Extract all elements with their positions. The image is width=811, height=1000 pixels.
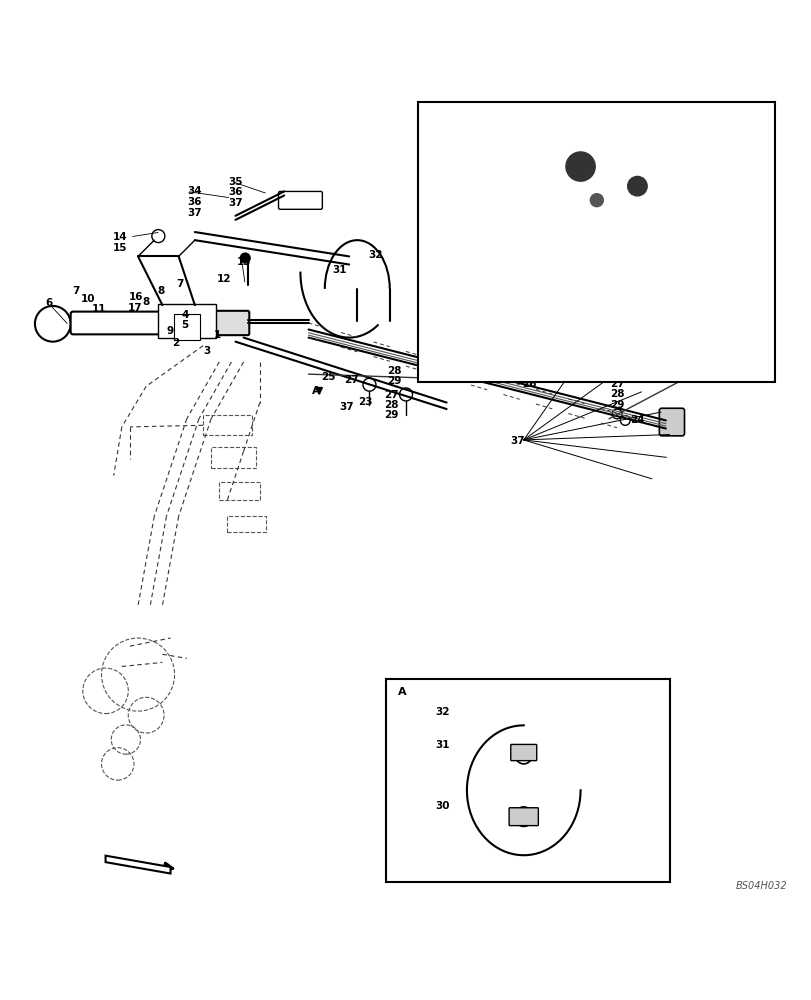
Text: 27: 27: [508, 215, 522, 225]
Text: BS04H032: BS04H032: [735, 881, 787, 891]
Text: 29: 29: [387, 376, 401, 386]
Text: 36: 36: [459, 119, 474, 129]
Text: 32: 32: [368, 250, 383, 260]
Text: 17: 17: [128, 303, 143, 313]
Text: 8: 8: [157, 286, 164, 296]
Bar: [203, 415, 251, 435]
Text: 31: 31: [332, 265, 346, 275]
FancyBboxPatch shape: [157, 304, 216, 338]
Circle shape: [627, 176, 646, 196]
FancyBboxPatch shape: [510, 744, 536, 761]
Text: 7: 7: [176, 279, 184, 289]
Text: 25: 25: [320, 372, 335, 382]
Text: 28: 28: [387, 366, 401, 376]
FancyBboxPatch shape: [385, 679, 669, 882]
Circle shape: [240, 253, 250, 263]
Text: 2: 2: [172, 338, 178, 348]
Text: 37: 37: [187, 208, 202, 218]
Text: 28: 28: [694, 184, 709, 194]
Text: 15: 15: [113, 243, 127, 253]
Text: 11: 11: [92, 304, 106, 314]
Text: 9: 9: [167, 326, 174, 336]
Text: 35: 35: [524, 103, 539, 113]
Text: 12: 12: [217, 274, 231, 284]
FancyBboxPatch shape: [213, 311, 249, 335]
Text: 29: 29: [384, 410, 398, 420]
Text: 27: 27: [344, 375, 358, 385]
Text: 6: 6: [45, 298, 52, 308]
Text: 5: 5: [182, 320, 188, 330]
Text: 29: 29: [694, 201, 709, 211]
Text: 27: 27: [609, 379, 624, 389]
Text: 36: 36: [228, 187, 242, 197]
FancyBboxPatch shape: [508, 808, 538, 826]
Text: 29: 29: [609, 400, 624, 410]
Text: 13: 13: [236, 257, 251, 267]
Bar: [211, 447, 255, 468]
Text: 27: 27: [384, 390, 398, 400]
Text: 30: 30: [435, 801, 449, 811]
Text: 32: 32: [435, 707, 449, 717]
Text: 34: 34: [187, 186, 202, 196]
Polygon shape: [105, 856, 170, 874]
FancyBboxPatch shape: [278, 191, 322, 209]
Bar: [219, 482, 260, 500]
Text: 10: 10: [80, 294, 95, 304]
FancyBboxPatch shape: [174, 314, 200, 340]
Text: 16: 16: [128, 292, 143, 302]
Text: 34: 34: [459, 103, 474, 113]
Text: 37: 37: [524, 136, 539, 146]
FancyBboxPatch shape: [71, 312, 221, 334]
Circle shape: [565, 152, 594, 181]
Text: 24: 24: [629, 415, 644, 425]
Bar: [227, 516, 266, 532]
Text: 24: 24: [427, 215, 441, 225]
Text: 7: 7: [71, 286, 79, 296]
FancyBboxPatch shape: [418, 102, 775, 382]
Text: 37: 37: [339, 402, 354, 412]
Text: 38: 38: [719, 131, 733, 141]
Text: 36: 36: [187, 197, 202, 207]
Text: 28: 28: [609, 389, 624, 399]
Text: 23: 23: [358, 397, 372, 407]
Text: 31: 31: [435, 740, 449, 750]
Text: 26: 26: [521, 379, 536, 389]
FancyBboxPatch shape: [659, 408, 684, 436]
Text: 4: 4: [181, 310, 189, 320]
Circle shape: [590, 194, 603, 207]
Text: A: A: [397, 687, 406, 697]
Text: 3: 3: [204, 346, 210, 356]
Text: 28: 28: [384, 400, 398, 410]
Text: 1: 1: [214, 330, 221, 340]
Text: 39: 39: [694, 217, 709, 227]
Text: 14: 14: [113, 232, 127, 242]
Text: A: A: [312, 386, 320, 396]
Text: 37: 37: [459, 136, 474, 146]
Text: 8: 8: [143, 297, 149, 307]
Text: 36: 36: [524, 119, 539, 129]
Text: 35: 35: [228, 177, 242, 187]
Text: 37: 37: [510, 436, 525, 446]
Text: 37: 37: [228, 198, 242, 208]
